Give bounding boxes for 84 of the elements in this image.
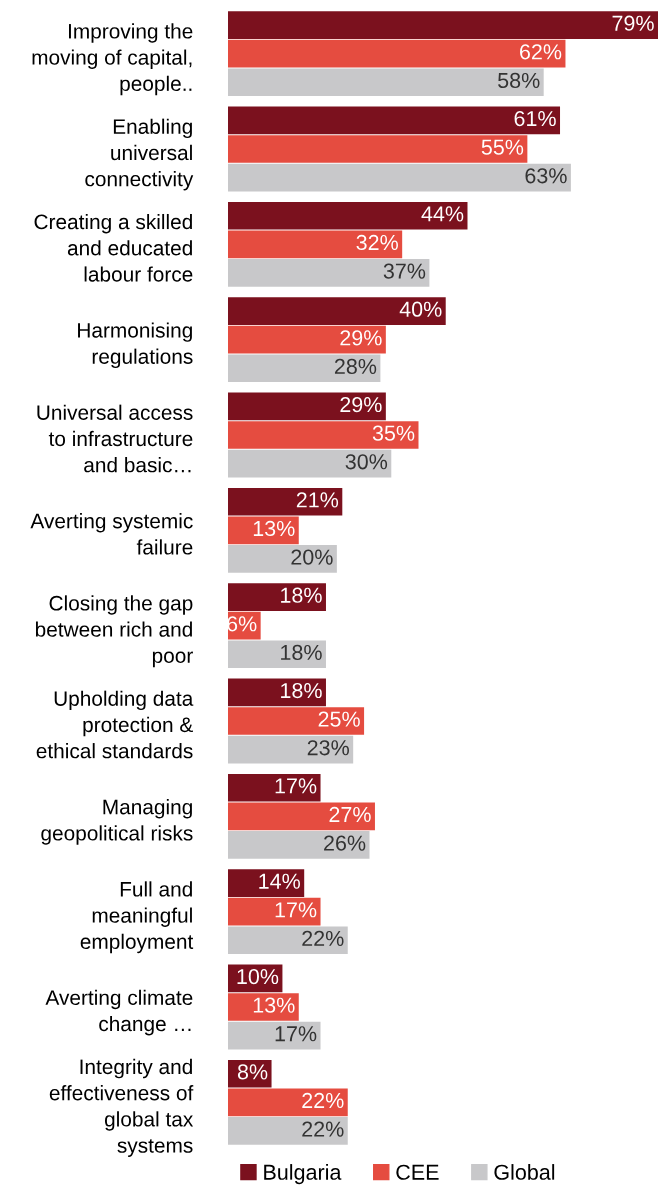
bar [228, 1088, 348, 1117]
bar [228, 230, 403, 259]
data-label: 25% [318, 711, 360, 727]
bar [228, 678, 326, 707]
data-label: 79% [612, 15, 654, 31]
bar [228, 545, 337, 573]
data-label: 32% [356, 234, 398, 251]
data-label: 61% [514, 110, 556, 127]
bar [228, 106, 561, 135]
data-label: 17% [275, 778, 317, 794]
data-label: 22% [302, 1121, 344, 1137]
data-label: 22% [302, 930, 344, 946]
data-label: 28% [334, 358, 377, 375]
bar [228, 1117, 348, 1145]
data-label: 6% [227, 616, 257, 632]
legend-label: Global [494, 1164, 555, 1180]
bar [228, 869, 305, 897]
bar [228, 325, 386, 354]
bar [228, 735, 354, 764]
data-label: 18% [281, 682, 322, 699]
data-label: 37% [383, 263, 426, 279]
bar [228, 1059, 272, 1088]
y-tick-label: Closing the gap between rich and poor [35, 595, 193, 668]
data-label: 21% [296, 492, 339, 508]
bar [228, 39, 566, 68]
y-tick-label: Averting systemic failure [30, 513, 193, 555]
data-label: 55% [481, 139, 524, 155]
y-tick-label: Harmonising regulations [78, 322, 193, 369]
y-tick-label: Managing geopolitical risks [41, 799, 193, 845]
bar [228, 583, 326, 611]
data-label: 18% [281, 587, 322, 603]
data-label: 18% [281, 644, 322, 661]
bar [228, 773, 321, 802]
bar [228, 487, 343, 516]
data-label: 13% [253, 520, 295, 537]
data-label: 20% [291, 549, 333, 565]
y-tick-label: Averting climate change … [45, 989, 193, 1036]
bar [228, 926, 348, 955]
data-label: 29% [340, 396, 382, 413]
bar [228, 68, 544, 97]
y-tick-label: Integrity and effectiveness of global tax systems [49, 1058, 194, 1157]
bar [228, 297, 446, 325]
data-label: 35% [372, 425, 415, 441]
data-label: 58% [498, 72, 540, 89]
y-tick-label: Universal access to infrastructure and basic… [37, 404, 193, 473]
data-label: 22% [302, 1092, 344, 1109]
data-label: 17% [275, 902, 317, 918]
data-label: 27% [329, 806, 371, 823]
bar [228, 640, 326, 669]
data-label: 63% [525, 168, 567, 184]
bar [228, 993, 299, 1021]
data-label: 29% [340, 330, 382, 346]
data-label: 8% [237, 1064, 268, 1080]
data-label: 10% [237, 968, 279, 985]
bar [228, 802, 375, 831]
bar [228, 421, 419, 449]
data-label: 14% [259, 873, 300, 889]
bar [228, 831, 370, 859]
legend-label: CEE [396, 1164, 439, 1180]
data-label: 23% [307, 740, 349, 756]
data-label: 30% [345, 454, 388, 470]
data-label: 13% [253, 997, 295, 1013]
y-tick-label: Improving the moving of capital, people.. [32, 23, 193, 96]
bar [228, 135, 528, 163]
legend-label: Bulgaria [264, 1164, 342, 1185]
bar [228, 449, 392, 478]
bar [228, 707, 365, 735]
data-label: 62% [520, 44, 562, 60]
bar [228, 354, 381, 383]
data-label: 44% [421, 206, 464, 222]
bar [228, 259, 430, 287]
bar [228, 1021, 321, 1050]
data-label: 40% [399, 301, 442, 317]
data-label: 26% [324, 835, 366, 851]
y-tick-label: Upholding data protection & ethical standards [36, 690, 194, 759]
bar [228, 163, 571, 192]
bar [228, 201, 468, 230]
bar [228, 897, 321, 926]
y-tick-label: Full and meaningful employment [80, 881, 194, 954]
bar [228, 392, 386, 421]
data-label: 17% [275, 1026, 317, 1042]
y-tick-label: Enabling universal connectivity [85, 118, 194, 191]
bar [228, 11, 658, 39]
y-tick-label: Creating a skilled and educated labour force [34, 213, 193, 282]
